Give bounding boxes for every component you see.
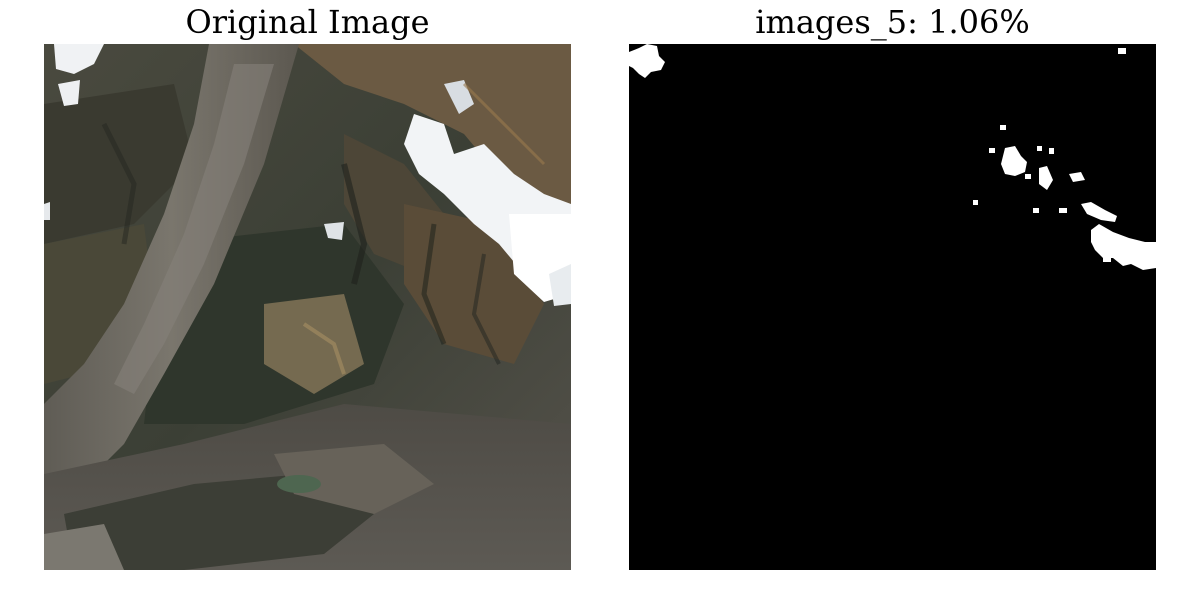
mask-image-panel: images_5: 1.06% bbox=[629, 0, 1156, 600]
satellite-image-icon bbox=[44, 44, 571, 570]
original-image-title: Original Image bbox=[185, 3, 430, 41]
original-image-panel: Original Image bbox=[44, 0, 571, 600]
original-image-frame bbox=[44, 44, 571, 570]
binary-mask-icon bbox=[629, 44, 1156, 570]
mask-image-frame bbox=[629, 44, 1156, 570]
mask-image-title: images_5: 1.06% bbox=[755, 3, 1030, 41]
